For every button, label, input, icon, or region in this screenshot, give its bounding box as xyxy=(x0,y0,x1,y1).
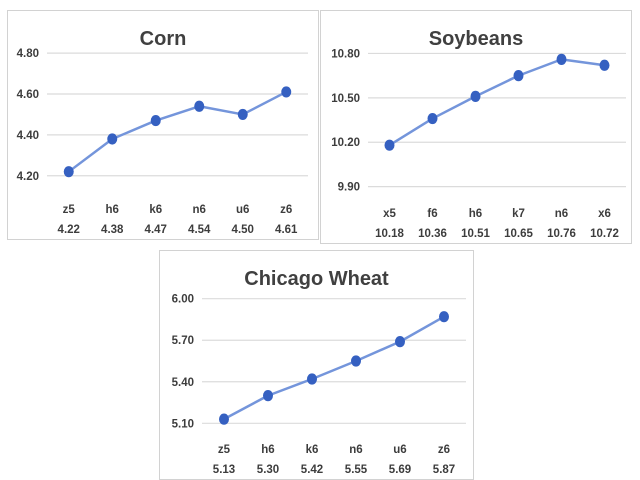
data-point-marker xyxy=(237,108,248,121)
y-axis-tick-label: 10.80 xyxy=(331,48,360,60)
x-axis-value-label: 10.72 xyxy=(590,228,619,240)
x-axis-category-label: h6 xyxy=(261,444,274,456)
corn-line-chart: Corn 4.20 4.40 4.60 4.80 z5 4.22 h6 4.38 k6 4.47 n6… xyxy=(17,28,308,236)
x-axis-value-label: 5.30 xyxy=(257,464,279,476)
data-point-marker xyxy=(263,390,273,402)
y-axis-tick-label: 4.60 xyxy=(17,89,39,101)
x-axis-category-label: u6 xyxy=(236,204,249,216)
x-axis-category-label: u6 xyxy=(393,444,406,456)
x-axis-category-label: h6 xyxy=(469,208,482,220)
data-point-marker xyxy=(599,59,610,71)
x-axis-category-label: n6 xyxy=(193,204,206,216)
data-point-marker xyxy=(63,166,74,178)
y-axis-tick-label: 4.80 xyxy=(17,48,39,60)
chart-panel-soybeans: Soybeans 9.90 10.20 10.50 10.80 x5 10.18 f6 10.3… xyxy=(320,10,632,244)
x-axis-value-label: 10.65 xyxy=(504,228,533,240)
data-point-marker xyxy=(107,133,118,145)
data-point-marker xyxy=(470,90,481,102)
x-axis-value-label: 10.76 xyxy=(547,228,576,240)
y-axis-tick-label: 4.20 xyxy=(17,171,39,183)
chart-panel-corn: Corn 4.20 4.40 4.60 4.80 z5 4.22 h6 4.38 k6 4.47 n6… xyxy=(7,10,319,240)
x-axis-category-label: z5 xyxy=(63,204,76,216)
y-axis-tick-label: 4.40 xyxy=(17,130,39,142)
x-axis-value-label: 4.50 xyxy=(232,224,254,236)
data-point-marker xyxy=(307,373,317,385)
x-axis-value-label: 5.42 xyxy=(301,464,323,476)
data-point-marker xyxy=(439,311,449,323)
x-axis-value-label: 5.13 xyxy=(213,464,235,476)
x-axis-category-label: n6 xyxy=(555,208,568,220)
chart-title: Chicago Wheat xyxy=(244,268,389,290)
x-axis-category-label: k6 xyxy=(306,444,319,456)
x-axis-value-label: 4.47 xyxy=(145,224,167,236)
x-axis-category-label: z5 xyxy=(218,444,231,456)
x-axis-value-label: 4.38 xyxy=(101,224,124,236)
data-point-marker xyxy=(395,336,405,348)
data-point-marker xyxy=(513,70,524,82)
x-axis-value-label: 5.55 xyxy=(345,464,368,476)
data-point-marker xyxy=(219,413,229,425)
data-point-marker xyxy=(150,114,161,127)
series-line xyxy=(222,315,446,421)
x-axis-category-label: z6 xyxy=(280,204,292,216)
x-axis-category-label: x5 xyxy=(383,208,396,220)
x-axis-value-label: 4.22 xyxy=(58,224,80,236)
x-axis-value-label: 4.54 xyxy=(188,224,211,236)
data-point-marker xyxy=(351,355,361,367)
data-point-marker xyxy=(194,100,205,112)
series-line xyxy=(388,58,606,147)
x-axis-value-label: 5.69 xyxy=(389,464,411,476)
x-axis-value-label: 5.87 xyxy=(433,464,455,476)
data-point-marker xyxy=(384,139,395,151)
x-axis-category-label: n6 xyxy=(349,444,362,456)
x-axis-value-label: 10.51 xyxy=(461,228,490,240)
x-axis-value-label: 10.18 xyxy=(375,228,404,240)
x-axis-category-label: x6 xyxy=(598,208,611,220)
y-axis-tick-label: 9.90 xyxy=(338,182,360,194)
x-axis-category-label: k7 xyxy=(512,208,525,220)
x-axis-category-label: z6 xyxy=(438,444,450,456)
x-axis-category-label: k6 xyxy=(149,204,162,216)
data-point-marker xyxy=(556,53,567,65)
chicago-wheat-line-chart: Chicago Wheat 5.10 5.40 5.70 6.00 z5 5.13 h6 5.3… xyxy=(172,268,466,476)
y-axis-tick-label: 5.10 xyxy=(172,418,194,430)
x-axis-category-label: h6 xyxy=(106,204,119,216)
x-axis-category-label: f6 xyxy=(427,208,437,220)
chart-title: Soybeans xyxy=(429,28,523,50)
y-axis-tick-label: 6.00 xyxy=(172,294,194,306)
chart-title: Corn xyxy=(140,28,187,50)
y-axis-tick-label: 10.20 xyxy=(331,137,360,149)
y-axis-tick-label: 5.40 xyxy=(172,377,194,389)
x-axis-value-label: 4.61 xyxy=(275,224,298,236)
y-axis-tick-label: 10.50 xyxy=(331,93,360,105)
data-point-marker xyxy=(281,86,292,98)
soybeans-line-chart: Soybeans 9.90 10.20 10.50 10.80 x5 10.18 f6 10.3… xyxy=(331,28,626,240)
y-axis-tick-label: 5.70 xyxy=(172,335,194,347)
data-point-marker xyxy=(427,112,438,125)
chart-panel-chicago-wheat: Chicago Wheat 5.10 5.40 5.70 6.00 z5 5.13 h6 5.3… xyxy=(159,250,474,480)
series-line xyxy=(67,90,288,173)
x-axis-value-label: 10.36 xyxy=(418,228,447,240)
